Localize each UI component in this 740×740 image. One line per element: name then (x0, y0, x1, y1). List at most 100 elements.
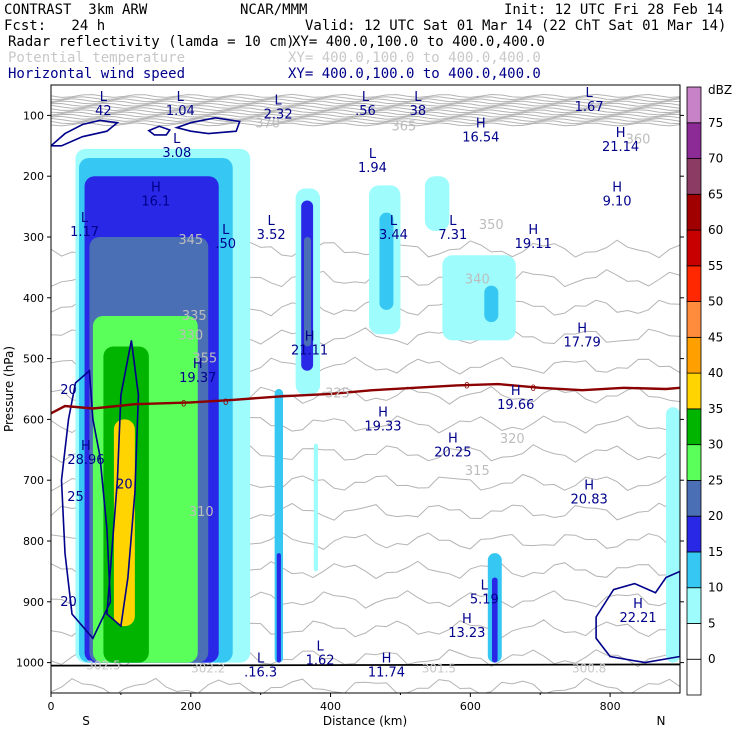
freezing-level-tag: 0 (530, 384, 536, 394)
colorbar-tick-label: 5 (708, 616, 716, 630)
extremum-value: 16.1 (141, 194, 170, 209)
extremum-marker: H (616, 126, 626, 141)
axes: Pressure (hPa) Distance (km) S N 1002003… (2, 109, 684, 728)
isentrope-line (51, 111, 680, 116)
extremum-value: 38 (410, 104, 427, 119)
extremum-marker: L (81, 211, 89, 226)
extremum-value: 19.11 (515, 237, 552, 252)
contour-labels: 370 365 360 355 350 345 340 335 330 325 320 315 310 2… (60, 86, 656, 680)
y-tick-label: 100 (23, 109, 44, 122)
colorbar-swatch (686, 265, 702, 302)
freezing-level-tag: 0 (464, 382, 470, 392)
extremum-marker: L (100, 90, 108, 105)
field-potential-temperature: Potential temperature (8, 50, 186, 66)
colorbar-tick-label: 10 (708, 581, 723, 595)
colorbar-swatch (686, 623, 702, 660)
isentrope-label: 330 (178, 328, 203, 343)
colorbar-tick-label: 60 (708, 223, 723, 237)
init-time: Init: 12 UTC Fri 28 Feb 14 (504, 2, 724, 18)
isentrope-label: 350 (479, 218, 504, 233)
reflectivity-cell (666, 407, 680, 663)
y-tick-label: 300 (23, 231, 44, 244)
reflectivity-cell (491, 577, 498, 663)
extremum-marker: L (222, 223, 230, 238)
extremum-marker: H (633, 597, 643, 612)
isentrope-label: 365 (392, 119, 417, 134)
isentrope-label: 335 (182, 309, 207, 324)
reflectivity-cell (424, 176, 450, 231)
colorbar-swatch (686, 444, 702, 481)
isentrope-line (51, 120, 680, 125)
forecast-hour: Fcst: 24 h (4, 18, 106, 34)
reflectivity-cell (379, 212, 394, 310)
colorbar-swatch (686, 408, 702, 446)
extremum-marker: L (369, 147, 377, 162)
extremum-marker: H (448, 432, 458, 447)
extremum-value: 2.32 (264, 108, 293, 123)
colorbar-swatch (686, 480, 702, 517)
colorbar-tick-label: 75 (708, 116, 723, 130)
extremum-marker: L (449, 214, 457, 229)
wind-contour (60, 369, 112, 640)
isentrope-label: 360 (626, 133, 651, 148)
surface-theta-label: 302.2 (191, 662, 225, 676)
colorbar-swatch (686, 515, 702, 553)
extremum-marker: H (382, 652, 392, 667)
colorbar-swatch (686, 301, 702, 338)
extremum-marker: L (481, 579, 489, 594)
extremum-marker: L (257, 652, 265, 667)
colorbar-tick-label: 0 (708, 652, 716, 666)
extremum-marker: H (305, 329, 315, 344)
extremum-value: 11.74 (368, 666, 405, 681)
isentrope-label: 325 (325, 386, 350, 401)
extremum-marker: H (584, 478, 594, 493)
extremum-marker: L (173, 132, 181, 147)
freezing-level-tag: 0 (223, 398, 229, 408)
reflectivity-cell (303, 237, 311, 347)
y-tick-label: 500 (23, 353, 44, 366)
field-wind-speed-xy: XY= 400.0,100.0 to 400.0,400.0 (288, 66, 541, 82)
surface-line (51, 663, 680, 667)
extremum-marker: H (476, 117, 486, 132)
wind-contour (147, 125, 172, 136)
colorbar-swatch (686, 587, 702, 624)
extremum-marker: L (268, 214, 276, 229)
field-reflectivity-xy: XY= 400.0,100.0 to 400.0,400.0 (292, 34, 545, 50)
reflectivity-cell (276, 553, 281, 663)
extremum-value: 20.83 (571, 492, 608, 507)
x-tick-label: 400 (320, 700, 341, 713)
freezing-level: 0 0 0 0 (51, 382, 680, 415)
isentrope-line (51, 122, 680, 127)
extremum-marker: H (511, 384, 521, 399)
colorbar-tick-label: 65 (708, 187, 723, 201)
x-tick-label: 200 (180, 700, 201, 713)
wind-contour (106, 340, 140, 628)
extremum-value: .16.3 (244, 666, 277, 681)
field-reflectivity: Radar reflectivity (lamda = 10 cm) (8, 34, 295, 50)
extremum-value: 16.54 (462, 131, 499, 146)
colorbar-tick-label: 25 (708, 473, 723, 487)
isentrope-label: 355 (192, 352, 217, 367)
extremum-value: .50 (215, 237, 236, 252)
extremum-value: 21.11 (291, 343, 328, 358)
colorbar-tick-label: 55 (708, 259, 723, 273)
extremum-marker: H (462, 612, 472, 627)
extremum-value: 20.25 (434, 446, 471, 461)
isentrope-line (51, 115, 680, 120)
colorbar-swatch (686, 122, 702, 159)
extremum-value: 42 (95, 104, 112, 119)
colorbar-swatch (686, 372, 702, 410)
y-tick-label: 900 (23, 596, 44, 609)
extremum-value: 19.33 (364, 419, 401, 434)
surface-theta-label: 302.5 (86, 659, 120, 673)
colorbar-swatch (686, 86, 702, 124)
isentrope-line (51, 100, 680, 105)
x-tick-label: 800 (600, 700, 621, 713)
extremum-marker: H (528, 223, 538, 238)
extremum-value: 21.14 (602, 140, 639, 155)
y-tick-label: 200 (23, 170, 44, 183)
field-potential-temperature-xy: XY= 400.0,100.0 to 400.0,400.0 (288, 50, 541, 66)
wind-contour (174, 116, 241, 135)
isentrope-line (51, 107, 680, 112)
extremum-marker: H (193, 357, 203, 372)
